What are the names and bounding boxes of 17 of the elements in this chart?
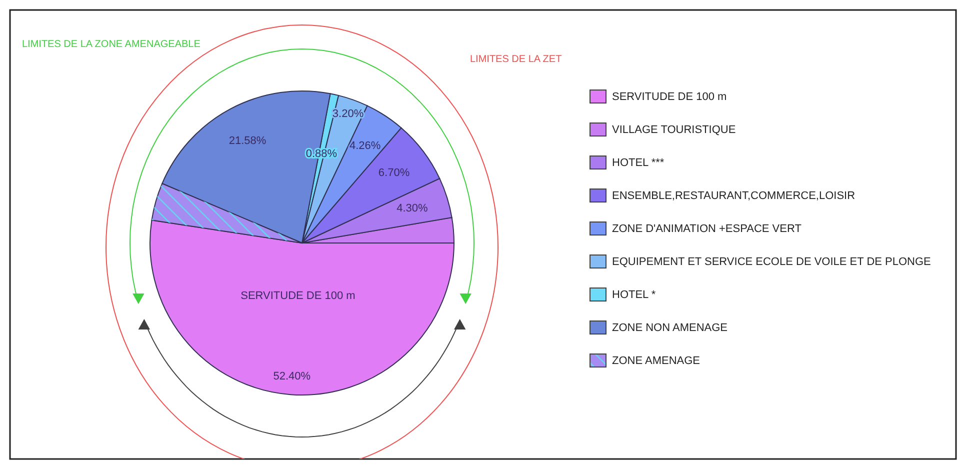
legend-label: EQUIPEMENT ET SERVICE ECOLE DE VOILE ET DE PLONGE — [612, 256, 931, 268]
legend-label: HOTEL *** — [612, 156, 665, 169]
slice-label: SERVITUDE DE 100 m — [240, 290, 356, 302]
data-label: 6.70% — [378, 167, 410, 180]
legend-label: ZONE D'ANIMATION +ESPACE VERT — [612, 222, 802, 235]
data-label: 4.26% — [349, 140, 381, 152]
legend-label: VILLAGE TOURISTIQUE — [612, 124, 736, 136]
text: LIMITES DE LA ZET — [470, 54, 562, 65]
legend-label: SERVITUDE DE 100 m — [612, 90, 727, 103]
legend-label: ZONE AMENAGE — [612, 354, 700, 367]
data-label: 21.58% — [228, 135, 266, 148]
legend-label: HOTEL * — [612, 288, 656, 301]
data-label: 52.40% — [273, 370, 311, 382]
legend-label: ZONE NON AMENAGE — [612, 322, 728, 334]
text: LIMITES DE LA ZONE AMENAGEABLE — [22, 39, 201, 50]
data-label: 4.30% — [396, 202, 428, 214]
legend-label: ENSEMBLE,RESTAURANT,COMMERCE,LOISIR — [612, 190, 856, 202]
